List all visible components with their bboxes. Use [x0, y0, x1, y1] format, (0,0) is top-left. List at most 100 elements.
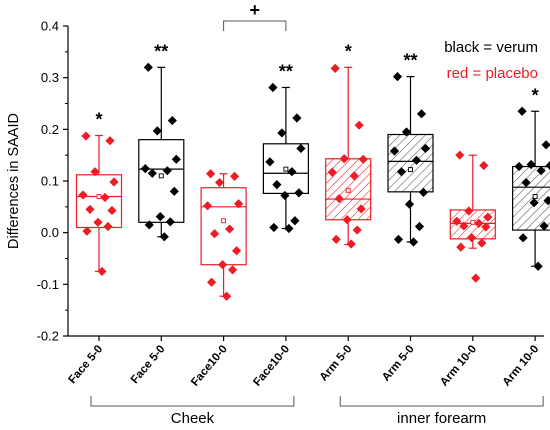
data-point — [140, 164, 150, 174]
data-point — [152, 126, 162, 136]
legend: black = verum red = placebo — [444, 39, 538, 82]
data-point — [356, 204, 366, 214]
box-mean-marker — [470, 219, 476, 225]
data-point — [93, 217, 103, 227]
data-point — [411, 155, 422, 165]
data-point — [331, 234, 341, 244]
data-point — [404, 199, 415, 209]
data-point — [167, 115, 177, 126]
data-point — [296, 143, 306, 154]
data-point — [81, 131, 91, 141]
data-point — [455, 150, 465, 160]
data-point — [222, 291, 232, 301]
data-point — [109, 177, 119, 187]
comparison-bracket — [223, 20, 287, 31]
data-point — [287, 167, 297, 177]
data-point — [389, 146, 400, 156]
box-iqr — [387, 133, 434, 193]
box-group — [200, 169, 247, 301]
data-point — [82, 226, 92, 236]
data-point — [97, 266, 107, 277]
data-point — [456, 242, 466, 252]
data-point — [85, 204, 95, 215]
boxes: ****** *** — [75, 41, 550, 301]
box-mean-marker — [158, 173, 164, 179]
data-point — [147, 168, 157, 178]
x-tick-label: Face 5-0 — [129, 343, 168, 386]
y-tick-label: 0.1 — [41, 174, 59, 189]
data-point — [105, 136, 115, 146]
data-point — [477, 238, 487, 248]
x-tick-label: Arm 5-0 — [380, 343, 417, 384]
data-point — [545, 161, 550, 170]
x-tick-label: Arm 5-0 — [318, 343, 355, 384]
data-point — [230, 171, 240, 181]
box-mean-marker — [96, 194, 102, 199]
data-point — [358, 154, 368, 164]
group-label: inner forearm — [397, 410, 486, 427]
data-point — [452, 216, 462, 226]
annotations: Cheek inner forearm + — [90, 0, 544, 427]
data-point — [268, 82, 278, 93]
data-point — [155, 212, 165, 222]
data-point — [401, 127, 412, 137]
data-point — [474, 218, 484, 228]
data-point — [392, 72, 403, 82]
y-tick-label: -0.1 — [37, 277, 59, 292]
data-point — [526, 159, 536, 170]
data-point — [518, 233, 528, 243]
data-point — [483, 212, 493, 222]
data-point — [269, 222, 279, 233]
box-group: ** — [138, 41, 185, 242]
data-point — [543, 196, 550, 206]
box-mean-marker — [221, 218, 227, 224]
significance-label: ** — [403, 51, 417, 71]
significance-label: ** — [279, 61, 293, 81]
data-point — [342, 215, 352, 225]
data-point — [330, 63, 340, 73]
data-point — [228, 265, 238, 275]
data-point — [346, 239, 356, 249]
data-point — [292, 113, 302, 123]
data-point — [414, 221, 425, 232]
group-bracket: inner forearm — [339, 396, 544, 427]
box-iqr — [511, 165, 550, 231]
data-point — [225, 224, 235, 234]
comparison-label: + — [249, 0, 260, 20]
data-point — [533, 261, 543, 271]
data-point — [334, 193, 344, 204]
data-point — [169, 186, 179, 196]
data-point — [539, 221, 549, 231]
data-point — [144, 220, 154, 230]
legend-entry: black = verum — [444, 39, 538, 56]
data-point — [78, 190, 88, 200]
data-point — [349, 171, 359, 181]
data-point — [232, 246, 242, 256]
data-point — [459, 221, 469, 231]
box-group: ** — [387, 51, 434, 247]
significance-label: * — [345, 41, 352, 61]
data-point — [290, 216, 300, 226]
group-bracket-line — [339, 396, 544, 407]
y-tick-label: 0.2 — [41, 122, 59, 137]
box-group — [449, 150, 496, 283]
box-group: * — [511, 85, 550, 271]
data-point — [467, 233, 477, 243]
data-point — [284, 223, 294, 234]
data-point — [521, 177, 531, 188]
data-point — [215, 177, 225, 188]
data-point — [354, 120, 364, 130]
x-tick-label: Face10-0 — [251, 343, 292, 388]
data-point — [418, 187, 429, 197]
data-point — [159, 232, 169, 242]
box-iqr — [138, 139, 185, 223]
box-mean-marker — [283, 166, 289, 172]
box-iqr — [200, 187, 247, 266]
data-point — [90, 167, 100, 177]
data-point — [481, 222, 491, 232]
y-tick-label: 0.0 — [41, 225, 59, 240]
data-point — [171, 154, 181, 164]
data-point — [162, 166, 172, 176]
x-tick-label: Arm 10-0 — [501, 343, 542, 388]
